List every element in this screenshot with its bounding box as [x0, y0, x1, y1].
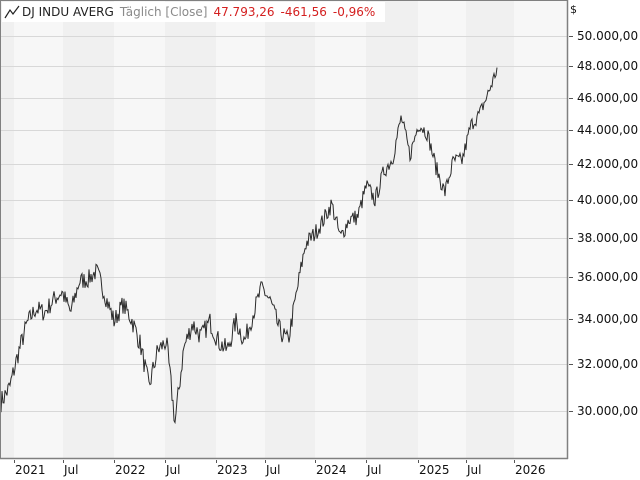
x-tick-label: 2023: [217, 463, 248, 477]
y-tick-label: 46.000,00: [577, 91, 639, 105]
line-chart-icon: [4, 5, 20, 19]
y-tick-label: 48.000,00: [577, 59, 639, 73]
period-label: Täglich [Close]: [119, 5, 208, 19]
abs-change: -461,56: [280, 5, 327, 19]
y-tick-label: 40.000,00: [577, 193, 639, 207]
period-bands: [0, 0, 514, 458]
y-tick-label: 50.000,00: [577, 29, 639, 43]
x-tick-label: 2022: [115, 463, 146, 477]
price-line: [0, 67, 498, 425]
y-tick-label: 34.000,00: [577, 312, 639, 326]
x-tick-label: 2021: [15, 463, 46, 477]
y-tick-label: 32.000,00: [577, 357, 639, 371]
axis-ticks: [14, 36, 573, 463]
y-tick-label: 36.000,00: [577, 270, 639, 284]
pct-change: -0,96%: [332, 5, 376, 19]
x-tick-label: Jul: [467, 463, 482, 477]
last-price: 47.793,26: [213, 5, 275, 19]
x-tick-label: 2026: [515, 463, 546, 477]
x-tick-label: Jul: [166, 463, 181, 477]
x-tick-label: 2025: [419, 463, 450, 477]
gridlines: [0, 36, 567, 412]
x-tick-label: Jul: [266, 463, 281, 477]
x-tick-label: 2024: [316, 463, 347, 477]
y-tick-label: 42.000,00: [577, 157, 639, 171]
currency-unit: $: [570, 3, 577, 16]
y-tick-label: 44.000,00: [577, 123, 639, 137]
x-tick-label: Jul: [64, 463, 79, 477]
y-tick-label: 38.000,00: [577, 231, 639, 245]
y-tick-label: 30.000,00: [577, 404, 639, 418]
chart-legend: DJ INDU AVERG Täglich [Close] 47.793,26 …: [2, 2, 386, 22]
instrument-name: DJ INDU AVERG: [22, 5, 114, 19]
x-tick-label: Jul: [367, 463, 382, 477]
